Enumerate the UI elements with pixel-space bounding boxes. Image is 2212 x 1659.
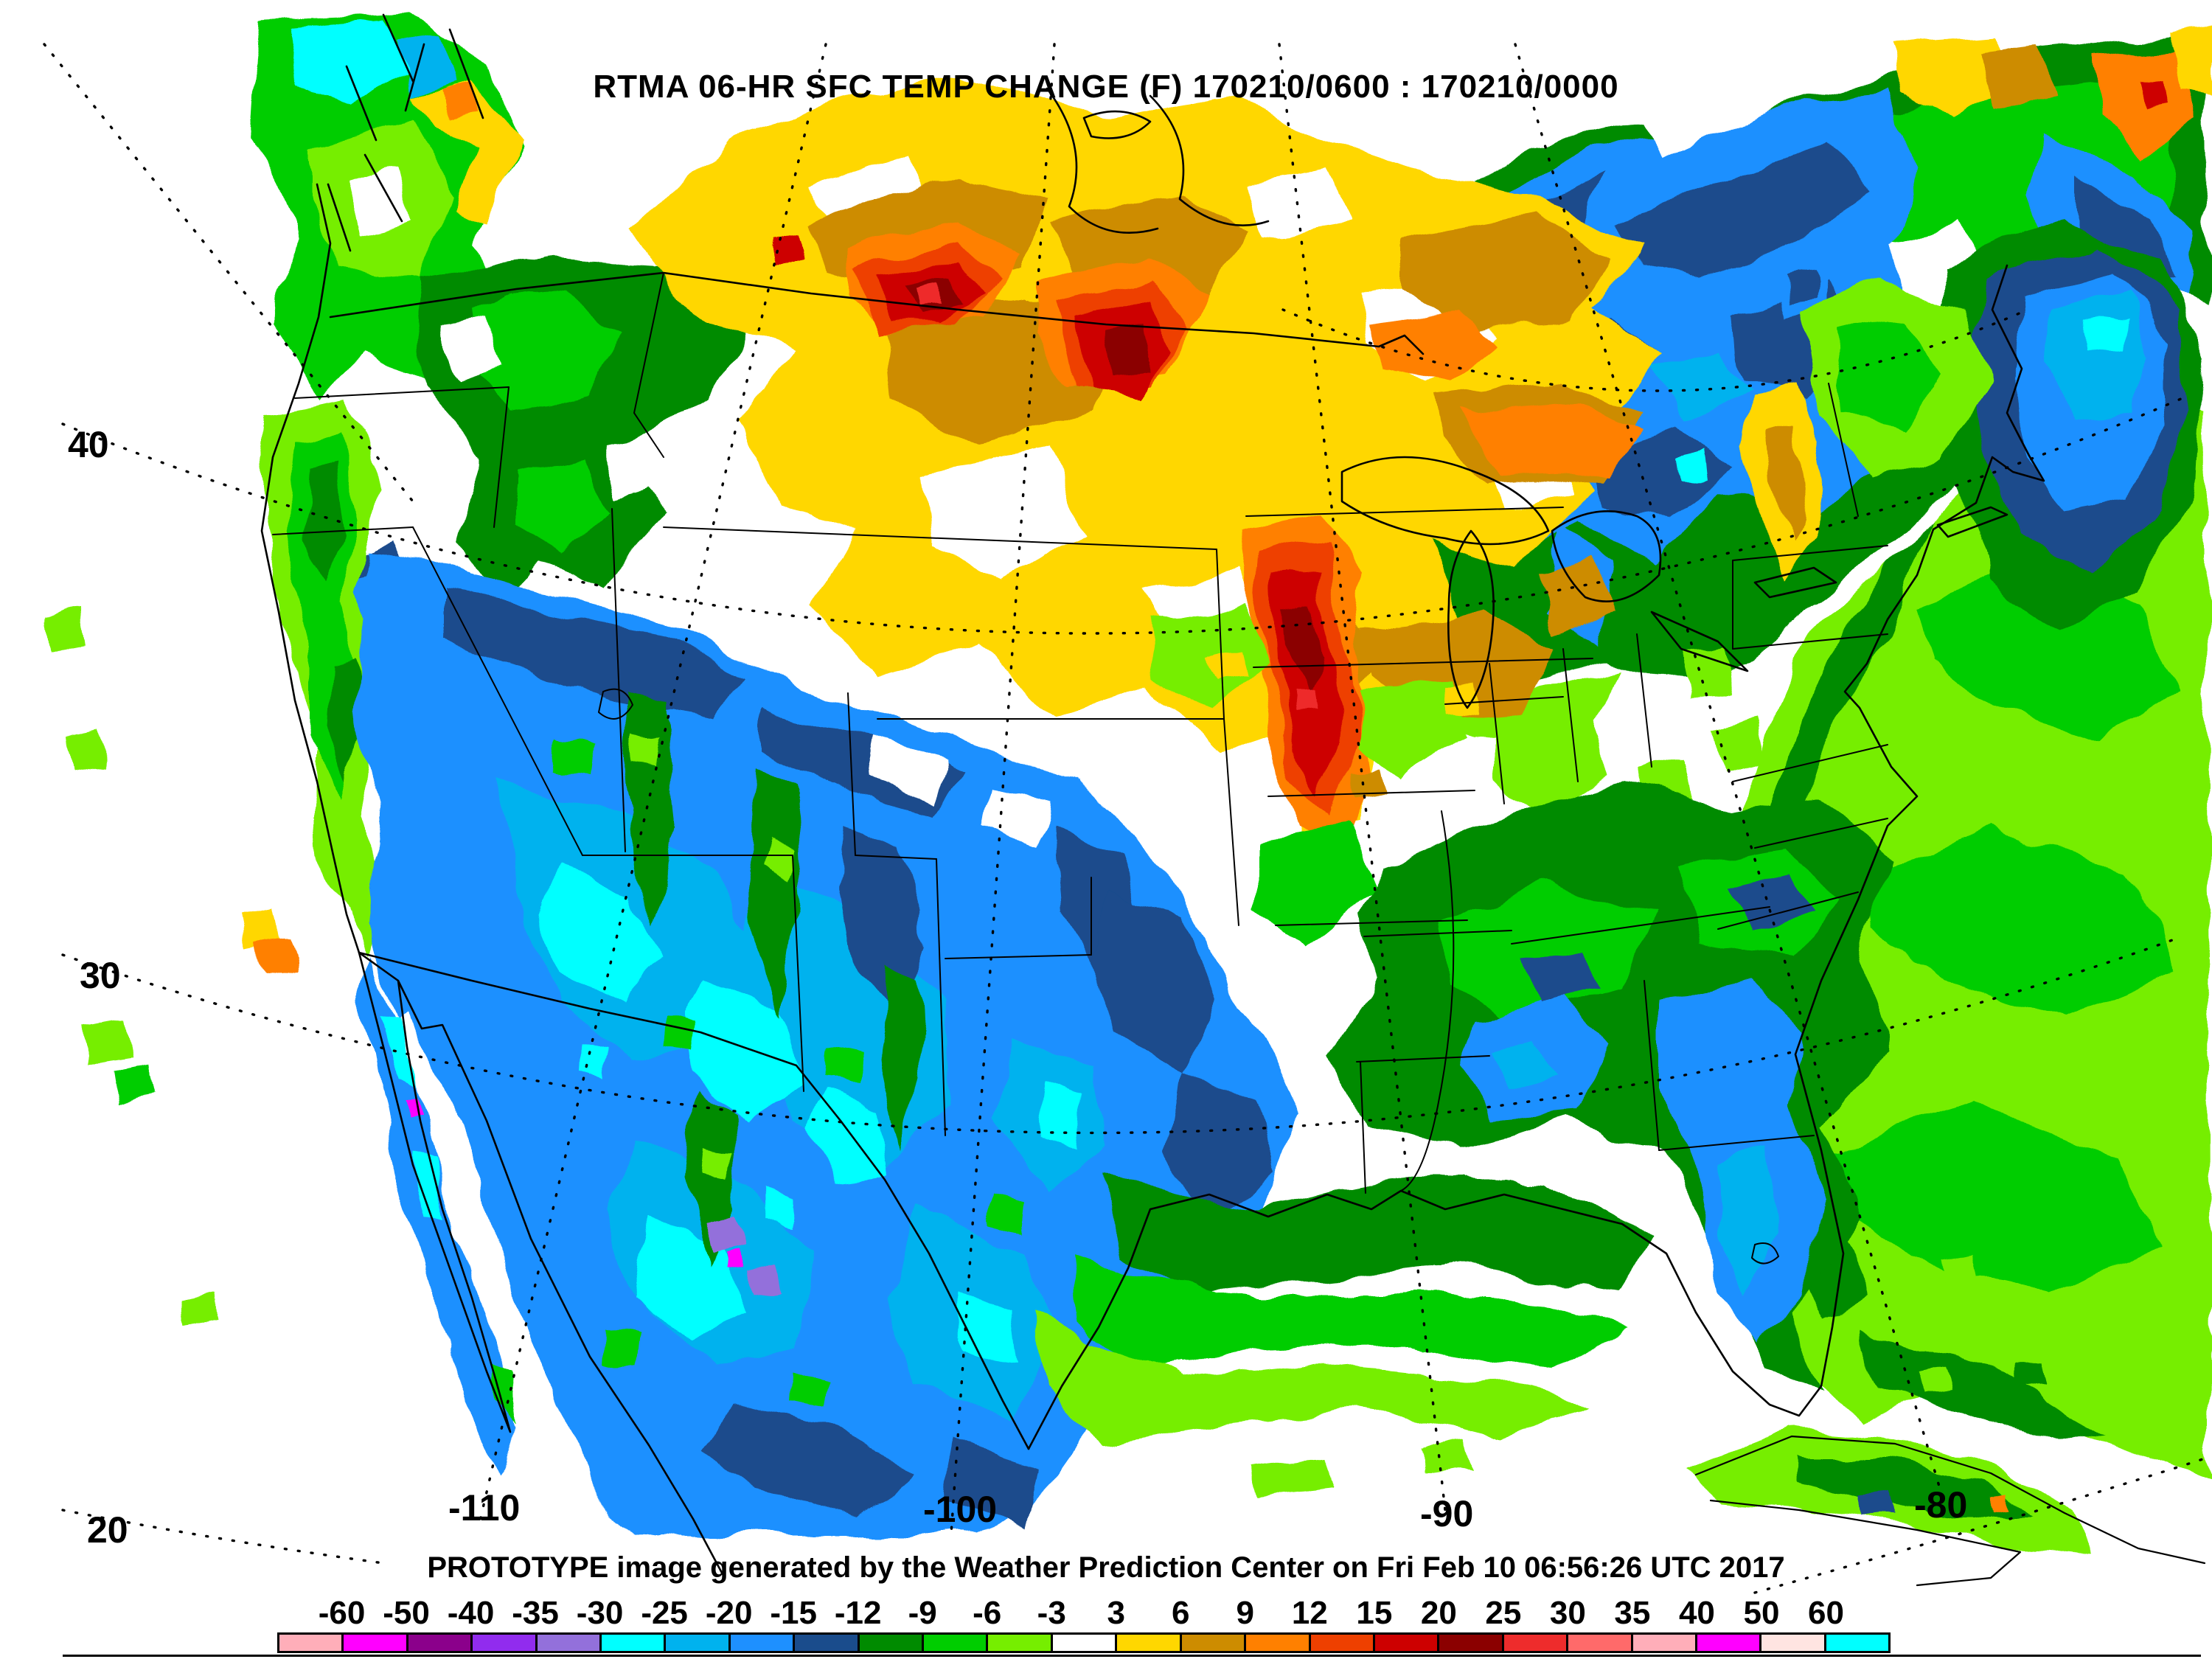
- colorbar-cell: [859, 1635, 925, 1651]
- colorbar-label: 3: [1107, 1595, 1125, 1631]
- colorbar-cell: [1052, 1635, 1118, 1651]
- colorbar-label: 15: [1356, 1595, 1393, 1631]
- graticule-lines: [43, 43, 2212, 1594]
- colorbar-cell: [924, 1635, 989, 1651]
- pacific-coastline: [260, 183, 724, 1576]
- colorbar-label: -40: [447, 1595, 495, 1631]
- hudson-coastline-2: [1149, 94, 1270, 226]
- bottom-rule: [63, 1655, 2201, 1657]
- colorbar-cell: [730, 1635, 796, 1651]
- map-title: RTMA 06-HR SFC TEMP CHANGE (F) 170210/06…: [593, 69, 1619, 105]
- colorbar-label: -20: [705, 1595, 753, 1631]
- canada-border: [329, 271, 1425, 355]
- colorbar-cell: [602, 1635, 667, 1651]
- lon-label-90: -90: [1420, 1493, 1474, 1534]
- colorbar-label: -25: [641, 1595, 688, 1631]
- mexico-border: [358, 951, 1030, 1450]
- meridian-110: [476, 43, 827, 1531]
- colorbar-cell: [537, 1635, 602, 1651]
- parallel-30: [61, 935, 2184, 1135]
- colorbar-label: 30: [1549, 1595, 1586, 1631]
- map-boundaries: [260, 13, 2206, 1587]
- lat-label-30: 30: [80, 955, 121, 996]
- lake-michigan: [1447, 529, 1495, 709]
- temp-change-field: [44, 15, 2212, 1556]
- colorbar-cell: [1310, 1635, 1375, 1651]
- colorbar-label: 40: [1678, 1595, 1715, 1631]
- lake-ontario: [1753, 566, 1837, 599]
- colorbar-label: 6: [1172, 1595, 1190, 1631]
- colorbar-label: 50: [1743, 1595, 1780, 1631]
- colorbar-cell: [1439, 1635, 1504, 1651]
- lake-superior: [1340, 456, 1550, 546]
- colorbar-label: -3: [1037, 1595, 1066, 1631]
- colorbar-cell: [1826, 1635, 1889, 1651]
- state-borders: [272, 272, 1888, 1194]
- meridian-80: [1514, 43, 1947, 1508]
- hudson-coastline: [1046, 87, 1159, 234]
- colorbar-cell: [1374, 1635, 1440, 1651]
- colorbar-label: 60: [1807, 1595, 1844, 1631]
- colorbar-label: -15: [770, 1595, 817, 1631]
- colorbar-cell: [1697, 1635, 1762, 1651]
- colorbar-label: -35: [512, 1595, 559, 1631]
- lake-okeechobee: [1751, 1242, 1779, 1265]
- colorbar-cell: [1632, 1635, 1697, 1651]
- colorbar-cell: [795, 1635, 860, 1651]
- colorbar-label: 25: [1485, 1595, 1522, 1631]
- colorbar-label: -12: [834, 1595, 882, 1631]
- colorbar-label: -9: [908, 1595, 937, 1631]
- meridian-120: [43, 43, 414, 503]
- baja-coastline: [358, 951, 512, 1433]
- colorbar-label: -60: [318, 1595, 366, 1631]
- colorbar-cell: [1117, 1635, 1182, 1651]
- lon-label-80: -80: [1914, 1484, 1968, 1526]
- colorbar: [277, 1632, 1891, 1653]
- colorbar-cell: [473, 1635, 538, 1651]
- colorbar-label: -30: [576, 1595, 624, 1631]
- lon-label-100: -100: [923, 1489, 998, 1530]
- colorbar-label: 20: [1420, 1595, 1457, 1631]
- colorbar-cell: [1181, 1635, 1247, 1651]
- colorbar-label: 12: [1291, 1595, 1328, 1631]
- lat-label-40: 40: [68, 424, 109, 465]
- colorbar-cell: [1246, 1635, 1311, 1651]
- prototype-caption: PROTOTYPE image generated by the Weather…: [427, 1551, 1785, 1584]
- lake-huron: [1551, 510, 1662, 603]
- colorbar-label: 9: [1236, 1595, 1255, 1631]
- parallel-20-left: [61, 1509, 385, 1565]
- colorbar-label: 35: [1614, 1595, 1651, 1631]
- long-island: [1936, 506, 2008, 538]
- cuba-coastline: [1694, 1435, 2206, 1587]
- colorbar-cell: [279, 1635, 344, 1651]
- parallel-50: [1281, 308, 2029, 392]
- gulf-atlantic-coastline: [1027, 264, 2045, 1450]
- colorbar-cell: [344, 1635, 408, 1651]
- colorbar-cell: [1503, 1635, 1569, 1651]
- lon-label-110: -110: [448, 1487, 521, 1528]
- parallel-40: [61, 397, 2184, 635]
- colorbar-cell: [1568, 1635, 1633, 1651]
- lat-label-20: 20: [87, 1509, 128, 1551]
- colorbar-label: -50: [383, 1595, 430, 1631]
- hudson-lake: [1082, 110, 1152, 139]
- great-salt-lake: [598, 688, 633, 720]
- colorbar-labels: -60 -50 -40 -35 -30 -25 -20 -15 -12 -9 -6 -3 3 6 9 12 15…: [277, 1597, 1891, 1631]
- colorbar-cell: [666, 1635, 731, 1651]
- colorbar-label: -6: [973, 1595, 1002, 1631]
- lake-erie: [1650, 611, 1749, 672]
- colorbar-cell: [408, 1635, 473, 1651]
- colorbar-cell: [988, 1635, 1053, 1651]
- colorbar-cell: [1761, 1635, 1826, 1651]
